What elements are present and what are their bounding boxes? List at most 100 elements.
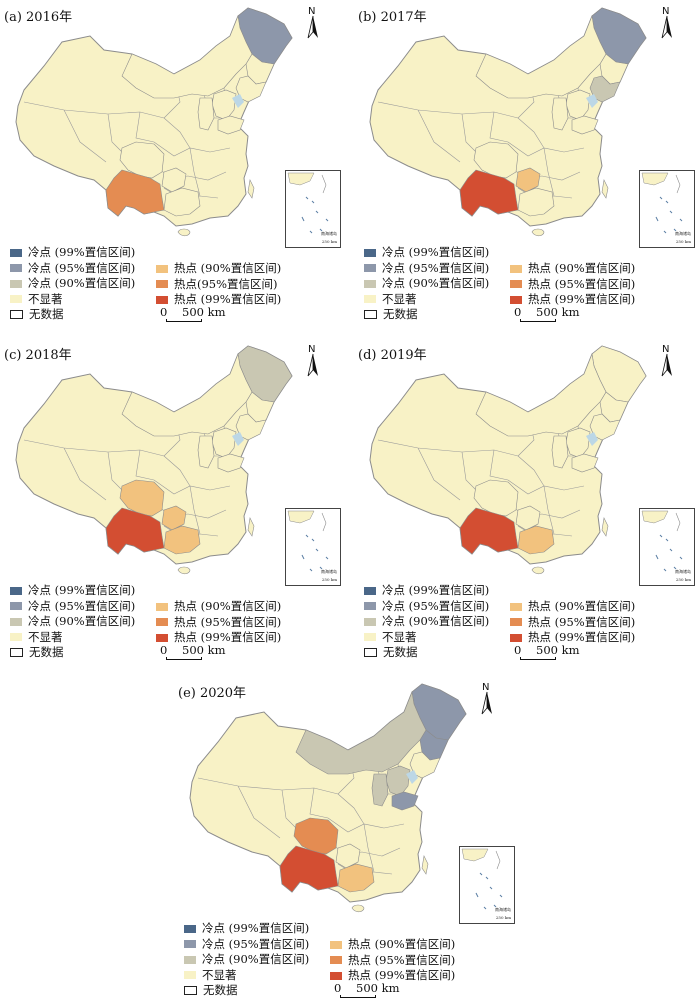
legend-cold90: 冷点 (90%置信区间) [10,614,135,630]
legend-swatch [510,264,522,273]
scale-line [520,657,556,660]
legend-label: 冷点 (90%置信区间) [28,614,136,629]
legend-left: 冷点 (99%置信区间) 冷点 (95%置信区间) 冷点 (90%置信区间) 不… [364,583,489,661]
legend-swatch [364,617,376,626]
legend-cold95: 冷点 (95%置信区间) [10,261,135,277]
legend-nonsig: 不显著 [364,630,489,646]
legend-swatch [10,633,22,642]
yunnan [279,845,339,893]
taiwan-island [421,855,429,875]
legend-cold95: 冷点 (95%置信区间) [364,261,489,277]
scale-line [166,319,202,322]
inset-map [461,848,503,910]
legend-hot99: 热点 (99%置信区间) [156,630,281,646]
legend-hot90: 热点 (90%置信区间) [330,937,455,953]
scale-label: 500 km [536,305,580,319]
taiwan-island [601,517,609,537]
north-arrow-icon [661,15,672,39]
map-panel-2017: (b) 2017年 N 南海诸岛 250 km 冷点 ( [358,2,698,332]
legend-left: 冷点 (99%置信区间) 冷点 (95%置信区间) 冷点 (90%置信区间) 不… [184,921,309,999]
china-map [369,7,647,237]
legend-label: 热点(95%置信区间) [174,276,278,291]
legend-cold99: 冷点 (99%置信区间) [184,921,309,937]
legend-swatch [10,295,22,304]
scale-zero: 0 [160,643,168,657]
north-arrow: N [478,682,496,716]
legend-hot95: 热点 (95%置信区间) [510,277,635,293]
legend-label: 热点 (99%置信区间) [348,968,456,983]
legend-left: 冷点 (99%置信区间) 冷点 (95%置信区间) 冷点 (90%置信区间) 不… [10,245,135,323]
bohai-sea [586,432,598,446]
south-china-sea-inset: 南海诸岛 250 km [285,170,341,248]
scale-label: 500 km [182,305,226,319]
legend-label: 不显著 [28,629,63,644]
inset-scale: 250 km [675,577,691,582]
legend-right: 热点 (90%置信区间) 热点 (95%置信区间) 热点 (99%置信区间) [510,261,635,308]
liaoning [409,751,441,779]
legend-right: 热点 (90%置信区间) 热点 (95%置信区间) 热点 (99%置信区间) [330,937,455,984]
north-arrow: N [658,6,676,40]
legend-swatch [364,586,376,595]
guangxi [517,525,555,555]
hainan-island [177,228,191,237]
legend-label: 冷点 (95%置信区间) [28,260,136,275]
legend-label: 热点 (90%置信区间) [348,937,456,952]
legend-swatch [10,310,23,320]
yunnan [459,507,519,555]
legend-swatch [364,295,376,304]
legend-swatch [156,602,168,611]
legend-label: 热点 (95%置信区间) [174,614,282,629]
scale-label: 500 km [182,643,226,657]
yunnan [459,169,519,217]
legend-hot99: 热点 (99%置信区间) [330,968,455,984]
panel-title: (c) 2018年 [4,348,72,363]
legend-swatch [330,940,342,949]
north-arrow: N [304,6,322,40]
legend-hot90: 热点 (90%置信区间) [156,261,281,277]
legend-label: 不显著 [28,291,63,306]
legend-hot90: 热点 (90%置信区间) [156,599,281,615]
legend-cold95: 冷点 (95%置信区间) [10,599,135,615]
sichuan [473,141,519,179]
china-map [15,345,293,575]
legend-swatch [364,310,377,320]
legend-hot95: 热点 (95%置信区间) [156,615,281,631]
legend-nonsig: 不显著 [10,292,135,308]
shanxi [197,435,215,469]
hainan-island [531,228,545,237]
legend-label: 冷点 (99%置信区间) [382,583,490,598]
inset-label: 南海诸岛 [675,231,691,236]
legend-swatch [10,602,22,611]
north-label: N [308,6,316,17]
china-map [369,345,647,575]
legend-label: 冷点 (99%置信区间) [202,921,310,936]
legend-label: 热点 (99%置信区间) [528,630,636,645]
north-arrow: N [304,344,322,378]
panel-title: (d) 2019年 [358,348,427,363]
legend-nodata: 无数据 [364,645,489,661]
shandong [217,115,245,135]
legend-swatch [184,940,196,949]
legend-swatch [510,618,522,627]
north-label: N [482,682,490,693]
legend-swatch [156,280,168,289]
legend-label: 无数据 [29,307,64,322]
legend-swatch [364,633,376,642]
legend-swatch [156,264,168,273]
legend-label: 热点 (95%置信区间) [528,276,636,291]
legend-nonsig: 不显著 [184,968,309,984]
legend-nodata: 无数据 [184,983,309,999]
sichuan [473,479,519,517]
scale-bar: 0 500 km [514,305,604,323]
legend-label: 不显著 [202,967,237,982]
neimenggu [475,14,607,99]
neimenggu [295,690,427,775]
scale-zero: 0 [514,643,522,657]
north-arrow: N [658,344,676,378]
legend-label: 无数据 [29,645,64,660]
taiwan-island [601,179,609,199]
legend-label: 冷点 (95%置信区间) [28,598,136,613]
shandong [571,115,599,135]
legend-cold90: 冷点 (90%置信区间) [184,952,309,968]
legend-right: 热点 (90%置信区间) 热点(95%置信区间) 热点 (99%置信区间) [156,261,281,308]
